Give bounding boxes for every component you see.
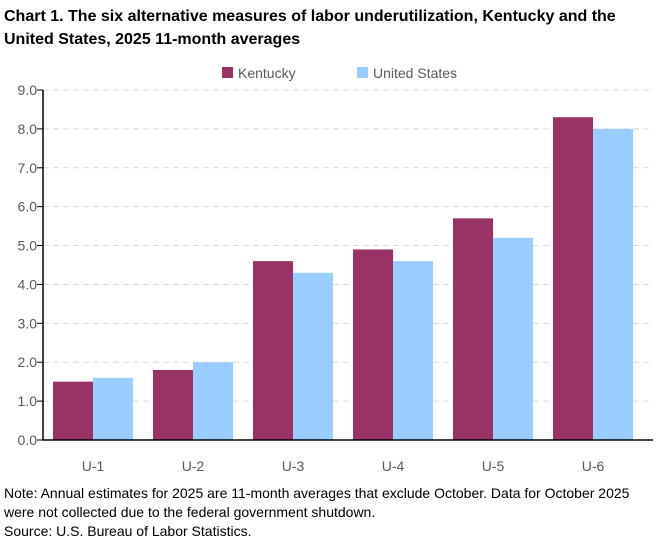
bar-kentucky-u-5 — [453, 218, 493, 440]
x-tick-label: U-6 — [582, 458, 605, 474]
y-tick-label: 9.0 — [18, 82, 38, 98]
bar-united-states-u-2 — [193, 362, 233, 440]
bar-kentucky-u-4 — [353, 249, 393, 440]
y-tick-label: 5.0 — [18, 238, 38, 254]
y-tick-label: 7.0 — [18, 160, 38, 176]
y-tick-label: 0.0 — [18, 432, 38, 448]
chart-footnote: Note: Annual estimates for 2025 are 11-m… — [4, 484, 659, 541]
x-tick-label: U-2 — [182, 458, 205, 474]
y-tick-label: 3.0 — [18, 315, 38, 331]
legend-label: Kentucky — [238, 65, 296, 81]
x-tick-label: U-5 — [482, 458, 505, 474]
y-tick-label: 2.0 — [18, 354, 38, 370]
bar-united-states-u-4 — [393, 261, 433, 440]
source-text: Source: U.S. Bureau of Labor Statistics. — [4, 523, 252, 539]
bar-united-states-u-1 — [93, 377, 133, 440]
chart-title: Chart 1. The six alternative measures of… — [4, 8, 616, 48]
bar-united-states-u-3 — [293, 272, 333, 440]
y-tick-label: 1.0 — [18, 393, 38, 409]
bar-united-states-u-6 — [593, 128, 633, 440]
note-text: Note: Annual estimates for 2025 are 11-m… — [4, 485, 630, 520]
legend-label: United States — [373, 65, 457, 81]
x-tick-label: U-3 — [282, 458, 305, 474]
x-tick-label: U-1 — [82, 458, 105, 474]
legend-swatch — [357, 67, 368, 78]
y-tick-label: 8.0 — [18, 121, 38, 137]
bar-kentucky-u-1 — [53, 381, 93, 440]
bar-united-states-u-5 — [493, 237, 533, 440]
bar-kentucky-u-3 — [253, 261, 293, 440]
bar-kentucky-u-6 — [553, 117, 593, 440]
x-tick-label: U-4 — [382, 458, 405, 474]
bar-kentucky-u-2 — [153, 370, 193, 440]
y-tick-label: 4.0 — [18, 276, 38, 292]
legend-swatch — [222, 67, 233, 78]
y-tick-label: 6.0 — [18, 199, 38, 215]
